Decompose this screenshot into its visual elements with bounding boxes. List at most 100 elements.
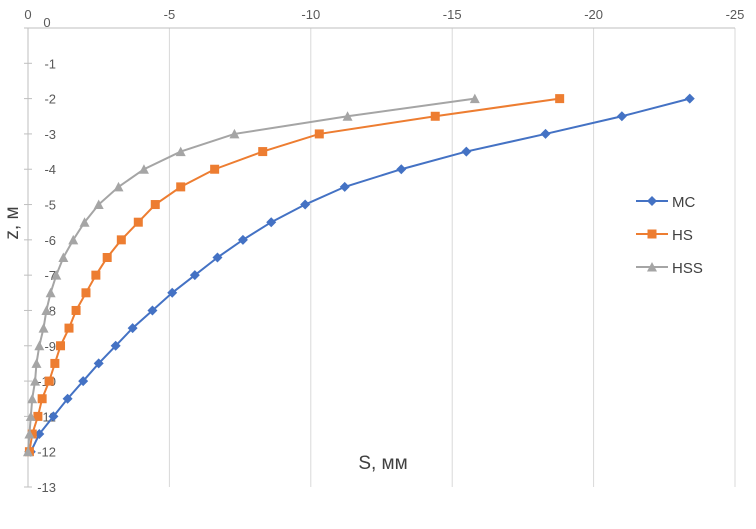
data-point-hss [27, 393, 38, 404]
data-point-hss [79, 217, 90, 227]
legend-item-hss: HSS [636, 260, 703, 277]
data-point-hss [93, 199, 104, 210]
data-point-hss [34, 340, 45, 351]
series-line-hs [28, 97, 560, 452]
data-point-hss [229, 128, 240, 139]
data-point-hs [133, 217, 143, 227]
data-point-hss [24, 429, 35, 439]
data-point-hss [138, 164, 149, 174]
data-point-mc [212, 252, 223, 263]
legend-marker-mc [647, 196, 657, 206]
data-point-hs [555, 94, 565, 104]
data-point-hs [91, 270, 101, 280]
legend-label-hss: HSS [672, 260, 703, 277]
data-point-hs [27, 429, 37, 439]
data-point-hs [102, 253, 112, 262]
data-point-mc [339, 181, 350, 192]
x-tick-label: 0 [24, 7, 31, 22]
x-tick-label: -10 [301, 7, 320, 22]
grid-layer [168, 28, 736, 487]
data-point-mc [684, 93, 695, 104]
axis-layer: 0-5-10-15-20-25-1-2-3-4-5-6-7-8-9-10-11-… [24, 7, 744, 495]
data-point-mc [540, 128, 551, 139]
data-point-mc [78, 376, 89, 387]
data-point-hs [64, 323, 74, 333]
data-point-hss [469, 93, 480, 104]
data-point-mc [300, 199, 311, 210]
y-tick-label: -12 [37, 445, 56, 460]
data-point-mc [147, 305, 158, 316]
data-point-hs [430, 111, 440, 121]
data-point-mc [48, 411, 59, 422]
data-point-hss [113, 181, 124, 192]
data-point-mc [616, 111, 627, 122]
data-point-hss [23, 446, 33, 457]
data-point-hs [258, 147, 268, 157]
legend-item-mc: MC [636, 194, 695, 211]
legend-label-hs: HS [672, 227, 693, 244]
data-point-hss [30, 376, 41, 386]
x-axis-title: S, мм [358, 453, 407, 474]
data-point-hss [45, 287, 56, 298]
data-point-mc [266, 217, 277, 228]
y-tick-label: -7 [44, 268, 56, 283]
data-point-hs [81, 288, 91, 298]
data-point-hs [314, 129, 324, 139]
x-tick-label: -20 [584, 7, 603, 22]
data-point-hs [116, 235, 126, 245]
data-point-hs [176, 182, 186, 192]
series-mc [25, 93, 695, 457]
y-tick-label: -3 [44, 127, 56, 142]
y-tick-label: -11 [38, 409, 56, 424]
data-point-mc [461, 146, 472, 157]
x-tick-label: -5 [164, 7, 176, 22]
data-point-hss [51, 270, 62, 280]
data-point-hs [210, 164, 220, 174]
data-point-hss [41, 305, 52, 315]
data-point-hs [33, 411, 43, 421]
data-point-hs [50, 358, 60, 368]
data-point-hss [58, 252, 69, 262]
x-tick-label: -25 [726, 7, 745, 22]
y-tick-label: 0 [43, 15, 50, 30]
x-tick-label: -15 [443, 7, 462, 22]
legend-marker-hs [647, 229, 657, 239]
y-tick-label: -8 [44, 303, 56, 318]
y-tick-label: -4 [44, 162, 56, 177]
legend: MC HS HSS [636, 194, 703, 277]
data-point-mc [62, 393, 73, 404]
data-point-hss [68, 234, 79, 245]
data-point-hs [150, 200, 160, 210]
y-tick-label: -9 [44, 339, 56, 354]
data-point-mc [237, 234, 248, 245]
data-point-mc [396, 164, 407, 175]
data-point-hss [175, 146, 186, 157]
data-point-hs [37, 394, 47, 404]
y-tick-label: -13 [37, 480, 56, 495]
data-point-mc [110, 340, 121, 351]
data-point-hss [31, 358, 42, 368]
y-tick-label: -2 [44, 92, 56, 107]
series-layer [23, 93, 695, 457]
data-point-mc [93, 358, 104, 369]
series-hss [23, 93, 480, 457]
legend-marker-hss [647, 262, 657, 272]
series-hs [24, 94, 565, 457]
legend-label-mc: MC [672, 194, 695, 211]
y-tick-label: -6 [44, 233, 56, 248]
data-point-hss [342, 111, 353, 121]
y-tick-label: -5 [44, 198, 56, 213]
data-point-hs [56, 341, 66, 351]
y-axis-title: z, м [2, 206, 23, 239]
data-point-hs [71, 305, 81, 315]
data-point-hss [38, 323, 49, 333]
data-point-mc [34, 429, 45, 440]
data-point-mc [127, 323, 138, 334]
series-line-mc [29, 97, 691, 453]
legend-item-hs: HS [636, 227, 693, 244]
data-point-hs [44, 376, 54, 386]
y-tick-label: -1 [44, 56, 56, 71]
data-point-hss [25, 411, 36, 421]
